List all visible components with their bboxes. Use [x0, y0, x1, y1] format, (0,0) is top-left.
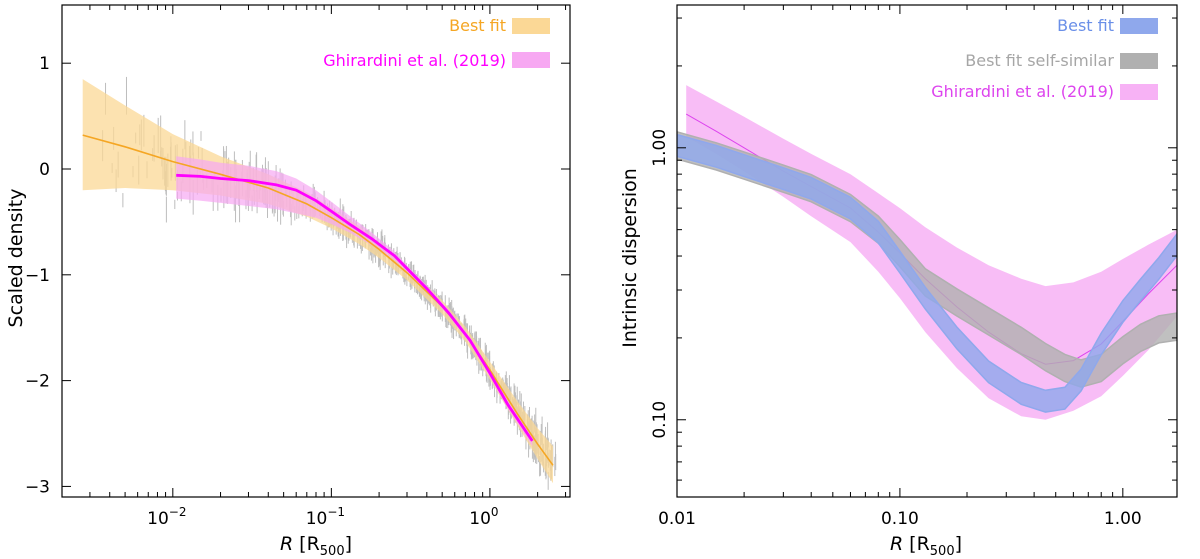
- y-tick-label: −3: [25, 477, 50, 497]
- y-tick-label: 0: [39, 160, 50, 180]
- left-plot-frame: [61, 4, 571, 498]
- legend-label-best-fit: Best fit: [449, 16, 506, 35]
- y-tick-label: 1.00: [650, 129, 670, 167]
- band-best-fit-r: [677, 133, 1177, 413]
- left-y-axis-label: Scaled density: [5, 189, 27, 328]
- right-x-axis-label: R [R500]: [890, 533, 962, 559]
- x-tick-label: 1.00: [1104, 509, 1142, 529]
- line-best-fit: [82, 134, 554, 466]
- x-tick-label: 10−2: [147, 505, 186, 529]
- legend-label-best-fit-r: Best fit: [1057, 16, 1114, 35]
- band-ghirardini-r: [686, 85, 1177, 420]
- right-ticks: 0.01 0.10 1.00 1.00 0.10: [650, 5, 1177, 529]
- right-plot-frame: [676, 4, 1178, 498]
- left-bands: [82, 79, 553, 484]
- x-tick-label: 10−1: [306, 505, 345, 529]
- right-lines: [677, 113, 1177, 413]
- left-x-axis-label: R [R500]: [280, 533, 352, 559]
- legend-label-ghirardini: Ghirardini et al. (2019): [323, 51, 506, 70]
- left-legend: Best fit Ghirardini et al. (2019): [323, 16, 550, 70]
- legend-swatch-best-fit-r: [1120, 18, 1158, 34]
- x-tick-label: 0.10: [881, 509, 919, 529]
- legend-label-ghirardini-r: Ghirardini et al. (2019): [931, 82, 1114, 101]
- right-y-axis-label: Intrinsic dispersion: [619, 168, 641, 348]
- line-ghirardini: [176, 173, 534, 442]
- right-legend: Best fit Best fit self-similar Ghirardin…: [931, 16, 1158, 101]
- y-tick-label: 1: [39, 54, 50, 74]
- right-bands: [686, 85, 1177, 420]
- y-tick-label: −1: [25, 266, 50, 286]
- legend-swatch-ghirardini-r: [1120, 84, 1158, 100]
- legend-swatch-self-similar: [1120, 53, 1158, 69]
- y-tick-label: −2: [25, 372, 50, 392]
- x-tick-label: 0.01: [658, 509, 696, 529]
- left-lines: [82, 134, 554, 466]
- band-ghirardini: [176, 156, 533, 447]
- legend-swatch-best-fit: [512, 18, 550, 34]
- legend-swatch-ghirardini: [512, 52, 550, 68]
- right-panel: 0.01 0.10 1.00 1.00 0.10 Best fit Best fit s…: [619, 4, 1178, 559]
- legend-label-self-similar: Best fit self-similar: [965, 51, 1114, 70]
- x-tick-label: 100: [469, 505, 498, 529]
- y-tick-label: 0.10: [650, 401, 670, 439]
- band-best-fit: [82, 79, 553, 484]
